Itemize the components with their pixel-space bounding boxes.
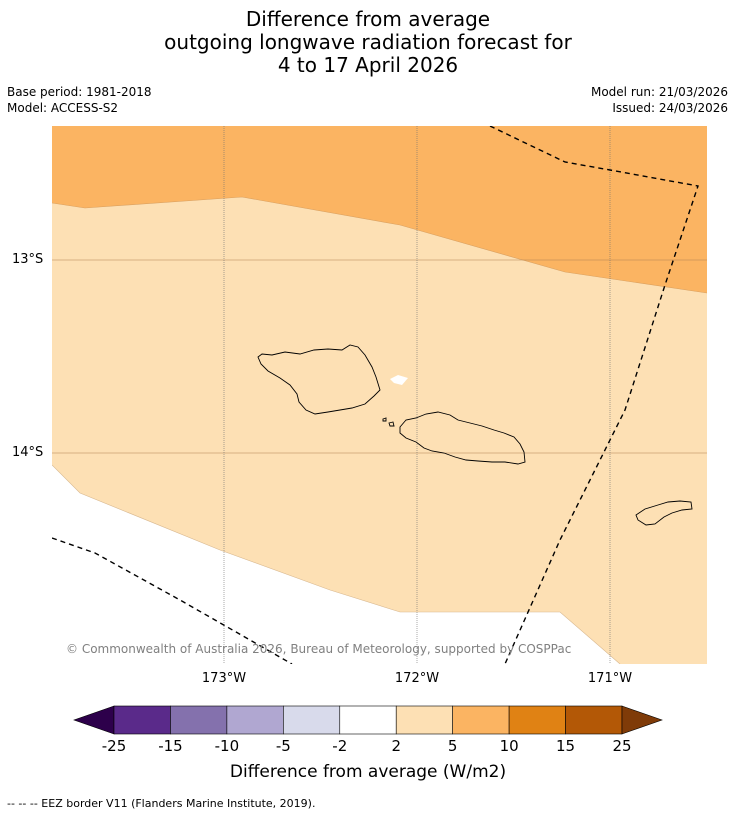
title-line-3: 4 to 17 April 2026 bbox=[277, 53, 459, 77]
region-edge-lower bbox=[52, 464, 621, 664]
meta-right: Model run: 21/03/2026 Issued: 24/03/2026 bbox=[591, 84, 728, 116]
colorbar-tick-label: -25 bbox=[101, 737, 127, 755]
colorbar-segment bbox=[339, 705, 397, 735]
colorbar-segment bbox=[226, 705, 284, 735]
colorbar-arrow-low bbox=[73, 705, 115, 735]
colorbar-segment bbox=[113, 705, 171, 735]
island-tutuila bbox=[635, 500, 693, 526]
lat-label-13s: 13°S bbox=[12, 252, 44, 267]
model-run: Model run: 21/03/2026 bbox=[590, 85, 728, 99]
colorbar-tick-label: 25 bbox=[612, 737, 632, 755]
white-patch bbox=[390, 375, 408, 385]
title-line-2: outgoing longwave radiation forecast for bbox=[164, 30, 572, 54]
lon-label-173w: 173°W bbox=[201, 671, 247, 686]
meta-left: Base period: 1981-2018 Model: ACCESS-S2 bbox=[7, 84, 152, 116]
colorbar-arrow-high bbox=[621, 705, 663, 735]
colorbar-tick-label: 2 bbox=[391, 737, 401, 755]
colorbar-tick-label: 15 bbox=[556, 737, 576, 755]
colorbar-segment bbox=[565, 705, 623, 735]
lon-label-171w: 171°W bbox=[587, 671, 633, 686]
eez-border-southwest bbox=[52, 537, 293, 664]
colorbar-segment bbox=[283, 705, 341, 735]
colorbar-segment bbox=[395, 705, 453, 735]
island-small-1 bbox=[382, 417, 387, 422]
colorbar-segment bbox=[170, 705, 228, 735]
colorbar bbox=[73, 705, 663, 735]
region-edge-upper bbox=[52, 196, 707, 294]
colorbar-tick-label: 10 bbox=[499, 737, 519, 755]
colorbar-tick-label: -10 bbox=[214, 737, 240, 755]
lon-label-172w: 172°W bbox=[394, 671, 440, 686]
colorbar-segment bbox=[508, 705, 566, 735]
issued-date: Issued: 24/03/2026 bbox=[612, 101, 728, 115]
colorbar-tick-label: 5 bbox=[447, 737, 458, 755]
colorbar-segment bbox=[452, 705, 510, 735]
eez-border-east bbox=[489, 126, 699, 664]
colorbar-tick-label: -2 bbox=[332, 737, 348, 755]
base-period: Base period: 1981-2018 bbox=[7, 85, 152, 99]
colorbar-tick-label: -15 bbox=[158, 737, 183, 755]
copyright-notice: © Commonwealth of Australia 2026, Bureau… bbox=[66, 642, 572, 656]
lat-label-14s: 14°S bbox=[12, 445, 44, 460]
chart-title: Difference from average outgoing longwav… bbox=[0, 8, 736, 77]
island-savaii bbox=[257, 344, 381, 415]
colorbar-label: Difference from average (W/m2) bbox=[229, 762, 507, 782]
map-area bbox=[52, 126, 707, 664]
colorbar-tick-label: -5 bbox=[275, 737, 291, 755]
island-small-2 bbox=[388, 421, 395, 427]
eez-legend: -- -- -- EEZ border V11 (Flanders Marine… bbox=[7, 797, 316, 810]
model-name: Model: ACCESS-S2 bbox=[7, 101, 119, 115]
island-upolu bbox=[399, 411, 526, 465]
region-orange bbox=[52, 126, 707, 293]
title-line-1: Difference from average bbox=[245, 7, 491, 31]
